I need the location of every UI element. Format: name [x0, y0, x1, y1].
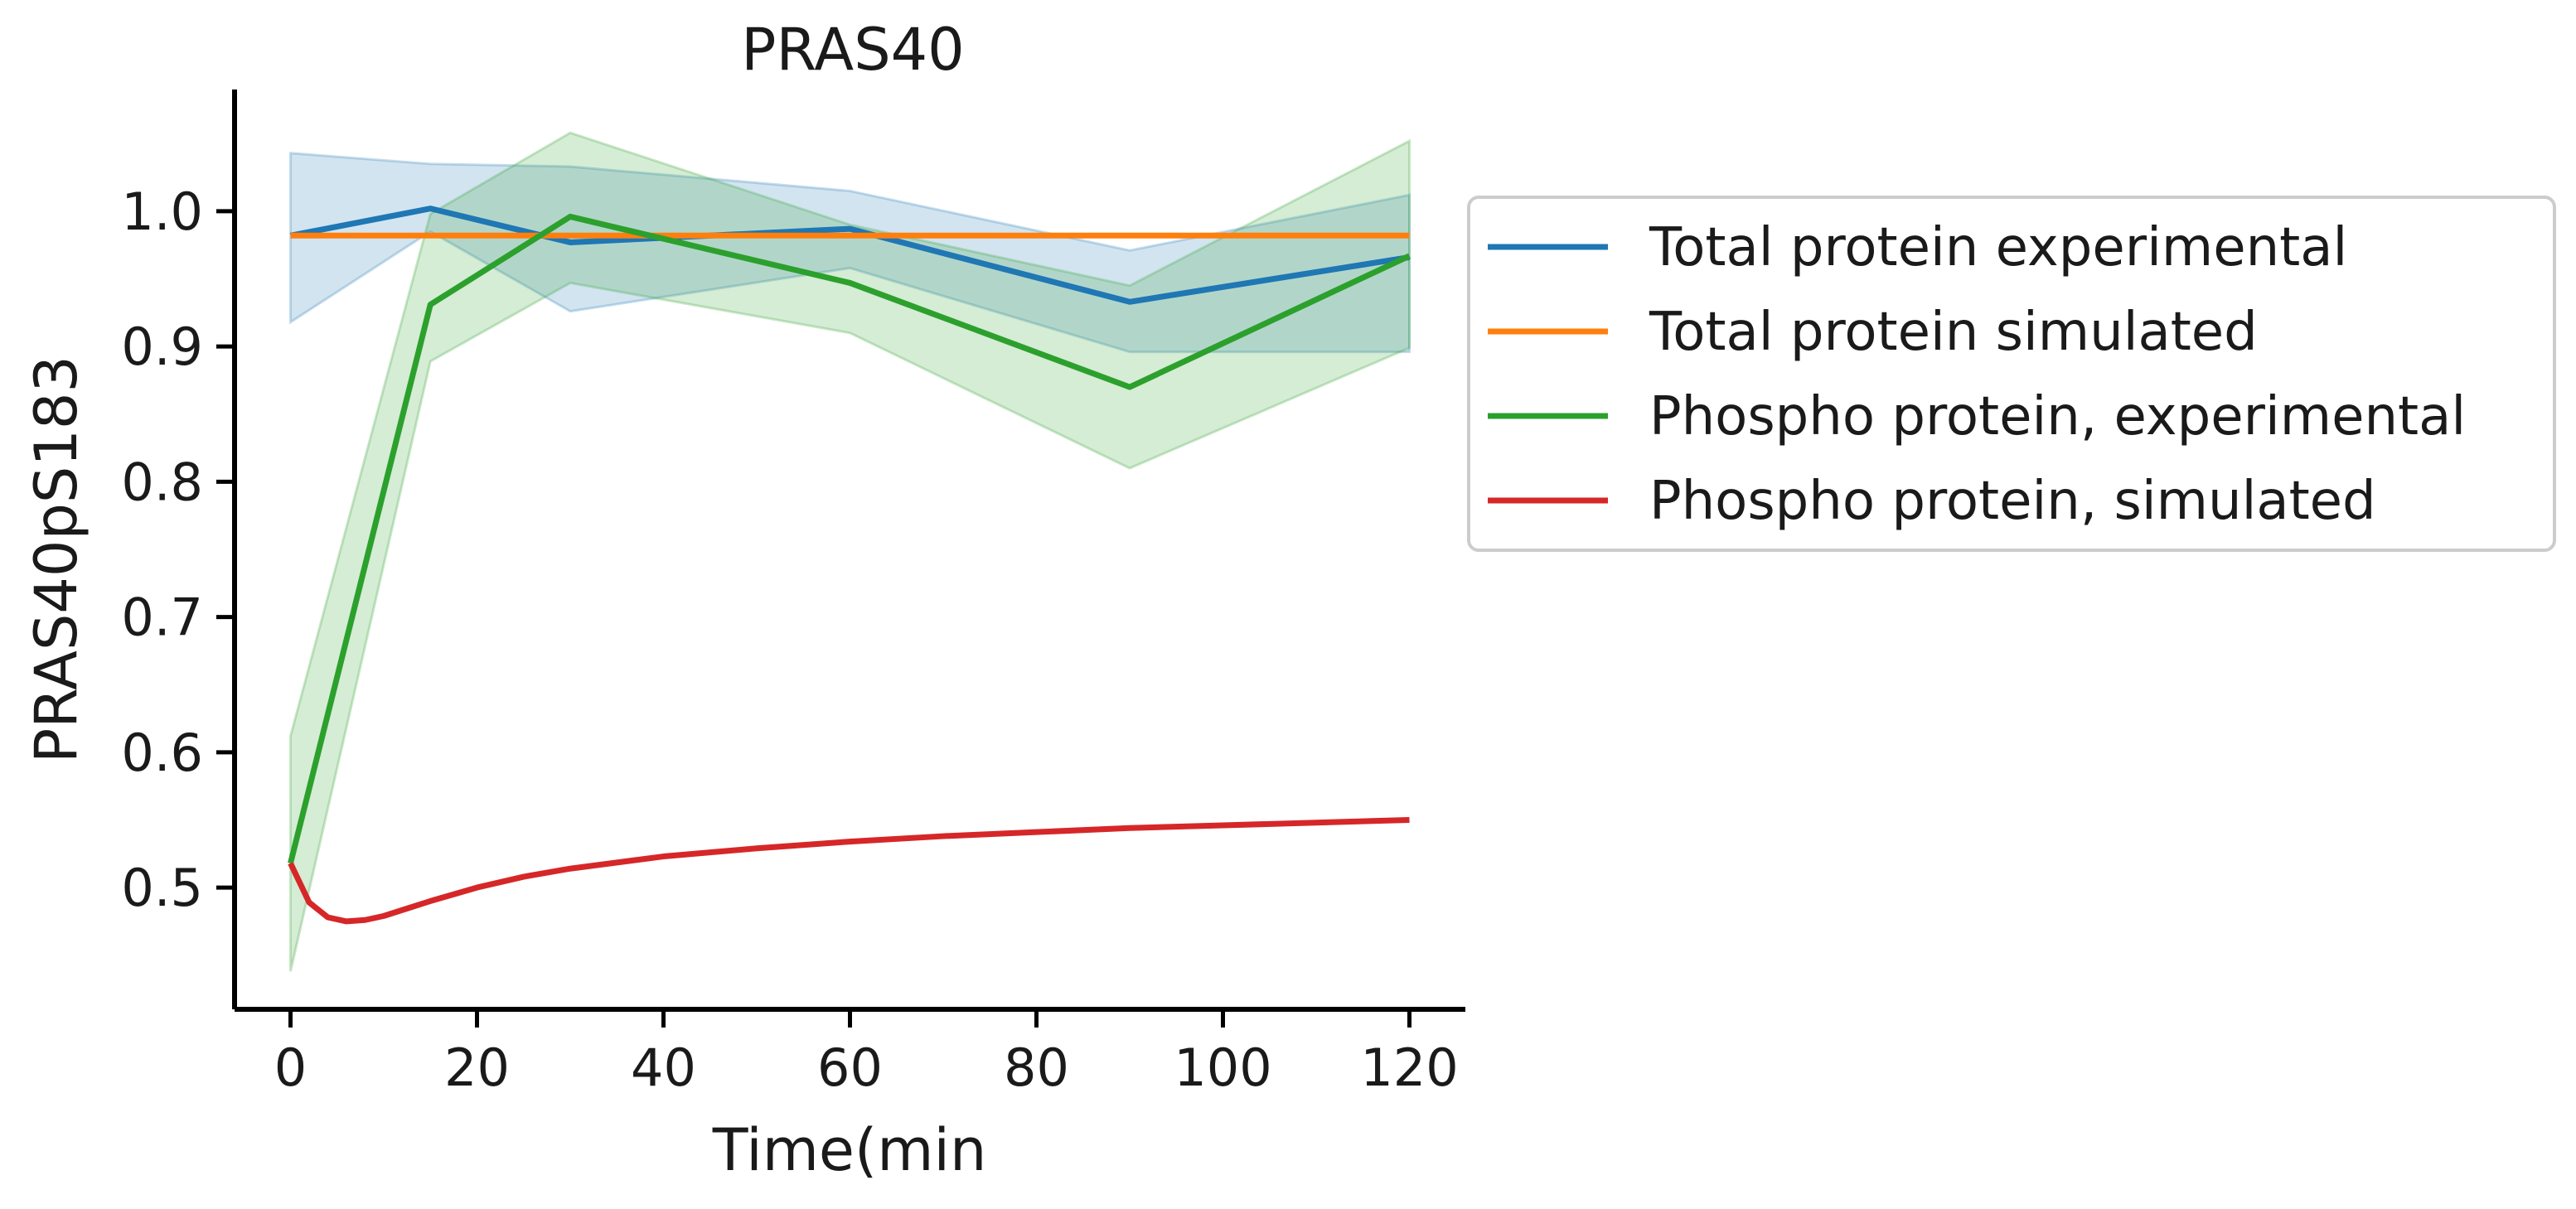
x-tick-label: 40 — [631, 1037, 696, 1098]
legend-label-total-protein-simulated: Total protein simulated — [1649, 302, 2258, 363]
y-tick-label: 0.5 — [121, 858, 203, 918]
legend-label-phospho-protein-simulated: Phospho protein, simulated — [1649, 471, 2376, 532]
y-tick-label: 0.8 — [121, 452, 203, 512]
y-tick-label: 0.6 — [121, 723, 203, 783]
legend-label-phospho-protein-experimental: Phospho protein, experimental — [1649, 386, 2466, 447]
confidence-bands — [289, 131, 1411, 972]
legend-frame — [1467, 196, 2556, 552]
x-axis-ticks: 0 20 40 60 80 100 120 — [274, 1009, 1459, 1098]
x-tick-label: 0 — [274, 1037, 307, 1098]
x-tick-label: 120 — [1360, 1037, 1458, 1098]
x-axis-label: Time(min — [712, 1116, 987, 1184]
x-tick-label: 80 — [1004, 1037, 1069, 1098]
y-tick-label: 1.0 — [121, 181, 203, 242]
band-phospho-protein-experimental — [289, 131, 1411, 972]
y-tick-label: 0.7 — [121, 588, 203, 648]
y-axis-ticks: 0.5 0.6 0.7 0.8 0.9 1.0 — [121, 181, 235, 918]
chart-title: PRAS40 — [741, 16, 964, 84]
y-axis-label: PRAS40pS183 — [22, 355, 90, 763]
series-line-phospho-protein-simulated — [288, 816, 1410, 925]
x-tick-label: 20 — [444, 1037, 510, 1098]
x-tick-label: 60 — [817, 1037, 883, 1098]
legend-label-total-protein-experimental: Total protein experimental — [1649, 217, 2347, 278]
y-tick-label: 0.9 — [121, 317, 203, 377]
x-tick-label: 100 — [1174, 1037, 1271, 1098]
series-lines — [288, 206, 1411, 925]
series-line-phospho-protein-experimental — [288, 213, 1411, 864]
legend: Total protein experimental Total protein … — [1467, 196, 2556, 552]
